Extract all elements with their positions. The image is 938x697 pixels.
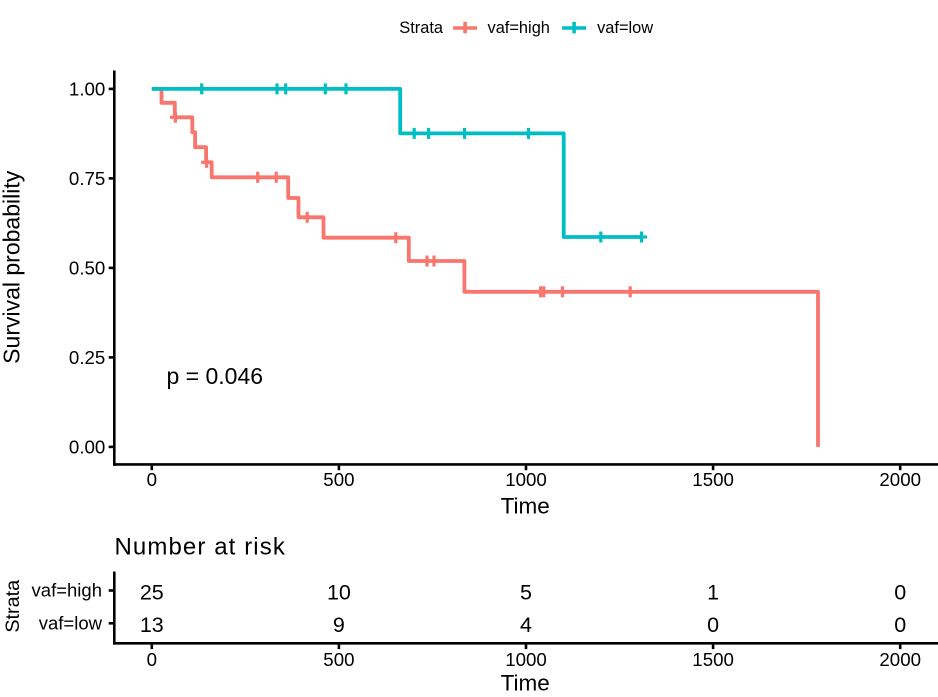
svg-text:13: 13 (140, 613, 164, 637)
svg-text:1000: 1000 (505, 649, 547, 670)
svg-text:1000: 1000 (505, 469, 547, 490)
svg-text:5: 5 (520, 580, 532, 604)
svg-text:1.00: 1.00 (69, 79, 105, 100)
svg-text:Strata: Strata (399, 19, 444, 37)
svg-text:Strata: Strata (2, 580, 24, 633)
svg-text:0.50: 0.50 (69, 258, 105, 279)
svg-text:0.25: 0.25 (69, 347, 105, 368)
svg-text:vaf=high: vaf=high (32, 580, 102, 601)
svg-text:10: 10 (327, 580, 351, 604)
svg-text:p = 0.046: p = 0.046 (167, 363, 264, 389)
svg-text:vaf=low: vaf=low (597, 19, 653, 37)
svg-text:0.00: 0.00 (69, 437, 105, 458)
svg-text:0: 0 (894, 613, 906, 637)
svg-text:0.75: 0.75 (69, 168, 105, 189)
svg-text:25: 25 (140, 580, 164, 604)
svg-text:Number at risk: Number at risk (115, 534, 286, 561)
svg-text:4: 4 (520, 613, 532, 637)
svg-text:vaf=high: vaf=high (488, 19, 550, 37)
svg-text:500: 500 (323, 469, 354, 490)
svg-text:1500: 1500 (692, 469, 734, 490)
svg-text:2000: 2000 (879, 469, 921, 490)
svg-text:2000: 2000 (879, 649, 921, 670)
svg-text:vaf=low: vaf=low (39, 612, 103, 633)
svg-text:0: 0 (894, 580, 906, 604)
svg-text:500: 500 (323, 649, 354, 670)
svg-text:Time: Time (501, 671, 550, 696)
svg-text:Survival probability: Survival probability (0, 170, 25, 364)
svg-text:9: 9 (333, 613, 345, 637)
svg-text:0: 0 (707, 613, 719, 637)
svg-text:1500: 1500 (692, 649, 734, 670)
svg-text:0: 0 (147, 649, 157, 670)
svg-text:1: 1 (707, 580, 719, 604)
svg-text:Time: Time (501, 494, 550, 519)
svg-text:0: 0 (147, 469, 157, 490)
